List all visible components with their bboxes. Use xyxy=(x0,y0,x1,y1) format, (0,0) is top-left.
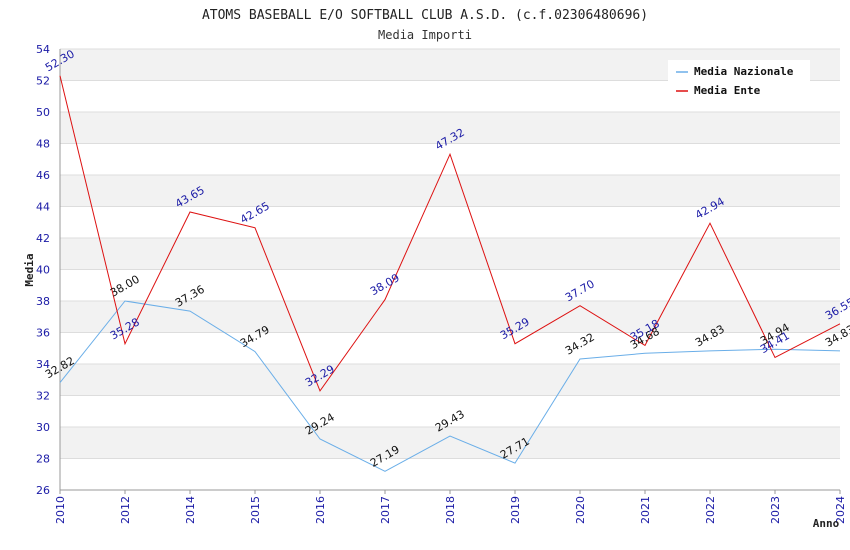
data-label-media-ente: 37.70 xyxy=(563,277,597,304)
data-label-media-ente: 38.09 xyxy=(368,271,402,298)
x-tick-label: 2020 xyxy=(574,496,587,524)
y-tick-labels: 26 28 30 32 34 36 38 40 42 44 46 48 50 52 54 xyxy=(36,43,50,497)
y-tick-label: 44 xyxy=(36,201,50,214)
x-tick-label: 2023 xyxy=(769,496,782,524)
plot-band xyxy=(60,364,840,396)
data-label-media-nazionale: 34.32 xyxy=(563,331,597,358)
x-tick-label: 2012 xyxy=(119,496,132,524)
y-tick-label: 26 xyxy=(36,484,50,497)
y-tick-label: 34 xyxy=(36,358,50,371)
plot-band xyxy=(60,175,840,207)
x-tick-label: 2024 xyxy=(834,496,847,524)
y-axis-label: Media xyxy=(23,253,36,286)
y-tick-label: 46 xyxy=(36,169,50,182)
x-tick-label: 2016 xyxy=(314,496,327,524)
x-tick-label: 2019 xyxy=(509,496,522,524)
x-tick-label: 2017 xyxy=(379,496,392,524)
plot-band xyxy=(60,112,840,144)
y-tick-label: 40 xyxy=(36,264,50,277)
x-tick-labels: 2010 2012 2014 2015 2016 2017 2018 2019 2020 2021… xyxy=(54,496,847,524)
plot-bands xyxy=(60,49,840,459)
y-tick-label: 30 xyxy=(36,421,50,434)
plot-band xyxy=(60,427,840,459)
x-tick-label: 2022 xyxy=(704,496,717,524)
data-label-media-nazionale: 38.00 xyxy=(108,273,142,300)
x-tick-label: 2014 xyxy=(184,496,197,524)
y-tick-label: 52 xyxy=(36,75,50,88)
x-tick-label: 2015 xyxy=(249,496,262,524)
y-tick-label: 42 xyxy=(36,232,50,245)
legend-label-media-nazionale: Media Nazionale xyxy=(694,65,794,78)
y-tick-label: 50 xyxy=(36,106,50,119)
y-tick-label: 54 xyxy=(36,43,50,56)
y-tick-label: 28 xyxy=(36,453,50,466)
legend: Media Nazionale Media Ente xyxy=(668,60,810,100)
plot-band xyxy=(60,238,840,270)
series-line-media-nazionale xyxy=(59,300,841,472)
x-tick-label: 2021 xyxy=(639,496,652,524)
x-axis-label: Anno xyxy=(813,517,840,530)
axes xyxy=(59,49,841,494)
legend-box xyxy=(668,60,810,100)
x-tick-label: 2010 xyxy=(54,496,67,524)
series-lines xyxy=(59,75,841,472)
y-tick-label: 48 xyxy=(36,138,50,151)
series-line-media-ente xyxy=(59,75,841,392)
plot-band xyxy=(60,301,840,333)
y-tick-label: 36 xyxy=(36,327,50,340)
y-tick-label: 32 xyxy=(36,390,50,403)
chart-title: ATOMS BASEBALL E/O SOFTBALL CLUB A.S.D. … xyxy=(202,8,648,23)
legend-label-media-ente: Media Ente xyxy=(694,84,761,97)
data-label-media-ente: 36.55 xyxy=(823,295,850,322)
y-tick-label: 38 xyxy=(36,295,50,308)
x-tick-label: 2018 xyxy=(444,496,457,524)
chart-subtitle: Media Importi xyxy=(378,28,472,42)
